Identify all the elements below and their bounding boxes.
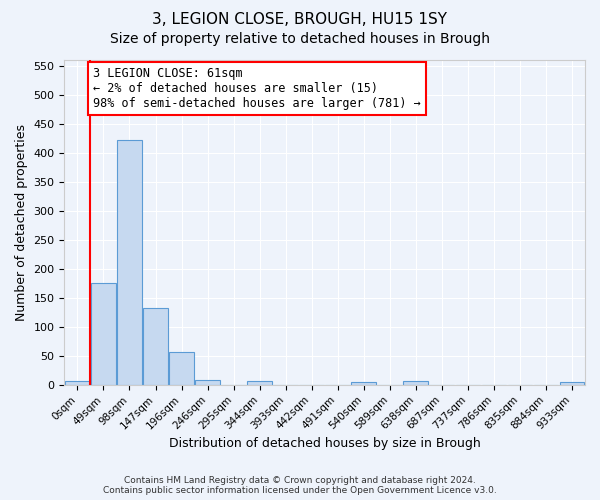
Bar [117,140,142,385]
Text: Contains HM Land Registry data © Crown copyright and database right 2024.
Contai: Contains HM Land Registry data © Crown c… [103,476,497,495]
Bar [65,381,90,385]
X-axis label: Distribution of detached houses by size in Brough: Distribution of detached houses by size … [169,437,481,450]
Bar [169,352,194,385]
Bar [352,382,376,385]
Text: Size of property relative to detached houses in Brough: Size of property relative to detached ho… [110,32,490,46]
Bar [403,382,428,385]
Bar [143,308,168,385]
Bar [560,382,584,385]
Bar [91,284,116,385]
Bar [195,380,220,385]
Text: 3 LEGION CLOSE: 61sqm
← 2% of detached houses are smaller (15)
98% of semi-detac: 3 LEGION CLOSE: 61sqm ← 2% of detached h… [93,67,421,110]
Text: 3, LEGION CLOSE, BROUGH, HU15 1SY: 3, LEGION CLOSE, BROUGH, HU15 1SY [152,12,448,28]
Y-axis label: Number of detached properties: Number of detached properties [15,124,28,321]
Bar [247,381,272,385]
